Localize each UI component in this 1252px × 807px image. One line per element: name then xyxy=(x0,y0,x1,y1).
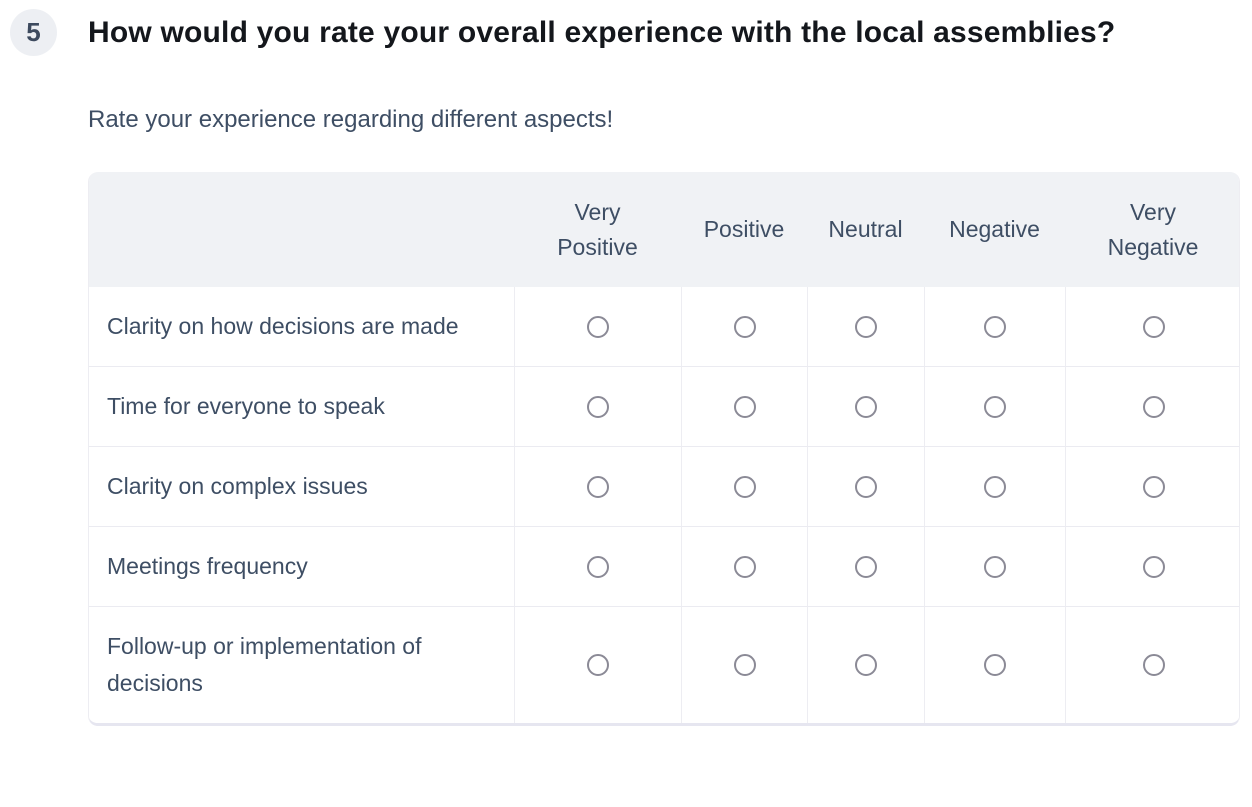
radio-button-unchecked-icon[interactable] xyxy=(1142,395,1165,418)
column-header-negative: Negative xyxy=(924,172,1065,287)
radio-button-unchecked-icon[interactable] xyxy=(984,475,1006,498)
radio-button-unchecked-icon[interactable] xyxy=(1142,475,1165,498)
radio-button-unchecked-icon[interactable] xyxy=(733,555,756,578)
matrix-row: Clarity on complex issues xyxy=(89,446,1239,526)
radio-button-unchecked-icon[interactable] xyxy=(733,315,756,338)
radio-button-unchecked-icon[interactable] xyxy=(984,315,1006,338)
radio-button-unchecked-icon[interactable] xyxy=(984,555,1006,578)
radio-button-unchecked-icon[interactable] xyxy=(855,555,877,578)
radio-button-unchecked-icon[interactable] xyxy=(855,654,877,676)
matrix-rating-table: Very Positive Positive Neutral Negative Very… xyxy=(88,172,1240,726)
column-header-very-negative: Very Negative xyxy=(1065,172,1239,287)
matrix-row: Follow-up or implementation of decisions xyxy=(89,606,1239,723)
question-content: How would you rate your overall experien… xyxy=(88,0,1240,726)
row-label: Clarity on how decisions are made xyxy=(107,313,459,339)
radio-button-unchecked-icon[interactable] xyxy=(855,475,877,498)
matrix-row: Clarity on how decisions are made xyxy=(89,287,1239,366)
question-title: How would you rate your overall experien… xyxy=(88,16,1116,49)
matrix-table: Very Positive Positive Neutral Negative Very… xyxy=(89,172,1239,723)
radio-button-unchecked-icon[interactable] xyxy=(1142,555,1165,578)
radio-button-unchecked-icon[interactable] xyxy=(587,315,609,338)
matrix-row: Meetings frequency xyxy=(89,526,1239,606)
radio-button-unchecked-icon[interactable] xyxy=(1142,654,1165,676)
column-header-positive: Positive xyxy=(681,172,807,287)
radio-button-unchecked-icon[interactable] xyxy=(733,395,756,418)
radio-button-unchecked-icon[interactable] xyxy=(984,395,1006,418)
question-description: Rate your experience regarding different… xyxy=(88,106,614,133)
radio-button-unchecked-icon[interactable] xyxy=(733,475,756,498)
radio-button-unchecked-icon[interactable] xyxy=(733,654,756,676)
radio-button-unchecked-icon[interactable] xyxy=(587,395,609,418)
radio-button-unchecked-icon[interactable] xyxy=(855,395,877,418)
row-label: Follow-up or implementation of decisions xyxy=(107,633,422,696)
radio-button-unchecked-icon[interactable] xyxy=(855,315,877,338)
row-label: Clarity on complex issues xyxy=(107,473,368,499)
matrix-header-row: Very Positive Positive Neutral Negative Very… xyxy=(89,172,1239,287)
column-header-very-positive: Very Positive xyxy=(514,172,681,287)
matrix-body: Clarity on how decisions are made Time f… xyxy=(89,287,1239,723)
radio-button-unchecked-icon[interactable] xyxy=(587,555,609,578)
matrix-header-empty-cell xyxy=(89,172,514,287)
radio-button-unchecked-icon[interactable] xyxy=(587,654,609,676)
row-label: Time for everyone to speak xyxy=(107,393,385,419)
question-number-badge: 5 xyxy=(10,9,57,56)
row-label: Meetings frequency xyxy=(107,553,308,579)
radio-button-unchecked-icon[interactable] xyxy=(587,475,609,498)
column-header-neutral: Neutral xyxy=(807,172,924,287)
radio-button-unchecked-icon[interactable] xyxy=(1142,315,1165,338)
radio-button-unchecked-icon[interactable] xyxy=(984,654,1006,676)
matrix-row: Time for everyone to speak xyxy=(89,366,1239,446)
